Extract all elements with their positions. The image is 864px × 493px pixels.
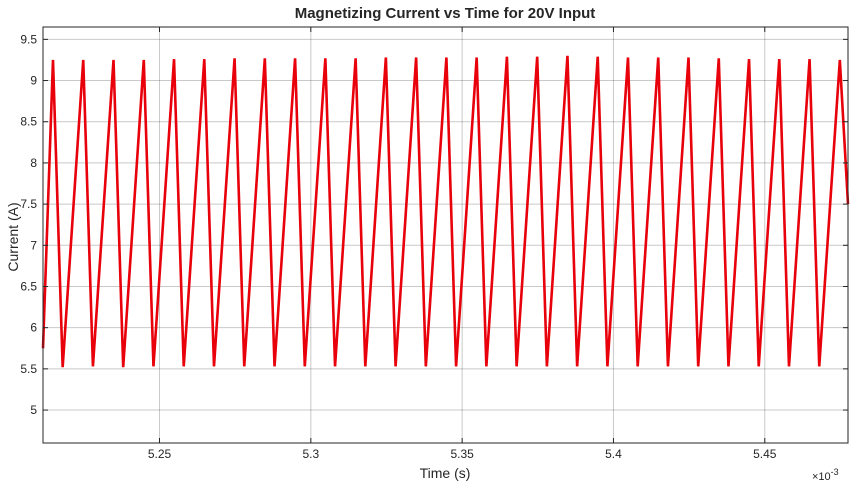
- y-tick-label: 5: [30, 403, 37, 417]
- x-axis-exponent-power: -3: [831, 467, 839, 477]
- svg-text:×10-3: ×10-3: [812, 467, 839, 483]
- ticks: 5.25 5.3 5.35 5.4 5.45 5 5.5 6 6.5 7 7.5 8 8.5 9 9.5: [20, 27, 848, 461]
- y-tick-label: 8: [30, 156, 37, 170]
- y-tick-label: 5.5: [20, 362, 37, 376]
- y-tick-label: 9: [30, 74, 37, 88]
- x-tick-label: 5.35: [450, 447, 474, 461]
- series-line-1: [41, 55, 850, 368]
- y-axis-label: Current (A): [5, 202, 21, 271]
- y-tick-label: 6.5: [20, 279, 37, 293]
- y-tick-label: 8.5: [20, 115, 37, 129]
- plot-area: [43, 27, 848, 443]
- x-axis-label: Time (s): [420, 465, 471, 481]
- series-layer: [41, 55, 850, 368]
- x-tick-label: 5.3: [302, 447, 319, 461]
- y-tick-label: 6: [30, 321, 37, 335]
- x-tick-label: 5.45: [753, 447, 777, 461]
- x-tick-label: 5.25: [148, 447, 172, 461]
- chart-title: Magnetizing Current vs Time for 20V Inpu…: [295, 5, 596, 22]
- x-tick-label: 5.4: [605, 447, 622, 461]
- plot-frame: [42, 26, 849, 444]
- y-tick-label: 9.5: [20, 32, 37, 46]
- x-axis-exponent-base: ×10: [812, 471, 831, 483]
- y-tick-label: 7: [30, 238, 37, 252]
- x-axis-exponent: ×10-3: [812, 467, 839, 483]
- y-tick-label: 7.5: [20, 197, 37, 211]
